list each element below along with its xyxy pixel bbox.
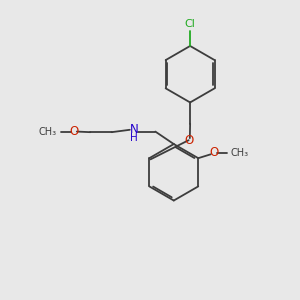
Text: H: H [130, 133, 138, 143]
Text: CH₃: CH₃ [39, 127, 57, 136]
Text: Cl: Cl [185, 19, 196, 29]
Text: O: O [209, 146, 218, 159]
Text: O: O [69, 125, 79, 138]
Text: CH₃: CH₃ [231, 148, 249, 158]
Text: N: N [130, 123, 138, 136]
Text: O: O [184, 134, 193, 147]
